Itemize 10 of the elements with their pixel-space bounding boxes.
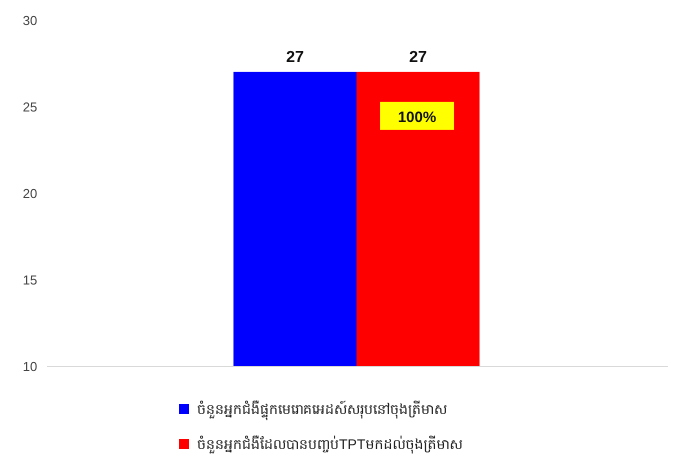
- legend-label: ចំនួនអ្នកជំងឺផ្ទុកមេរោគអេដស៍សរុបនៅចុងត្រីមាស: [197, 400, 447, 421]
- y-tick-label: 10: [22, 359, 38, 374]
- y-tick-label: 30: [22, 13, 38, 28]
- legend-label: ចំនួនអ្នកជំងឺដែលបានបញ្ចប់TPTមកដល់ចុងត្រីមាស: [197, 435, 462, 454]
- y-tick-label: 20: [22, 186, 38, 201]
- annotation: 100%: [398, 108, 436, 126]
- data-label: 27: [409, 48, 428, 66]
- y-tick-label: 25: [22, 100, 38, 114]
- y-tick-label: 15: [22, 272, 38, 288]
- data-label: 27: [286, 48, 304, 66]
